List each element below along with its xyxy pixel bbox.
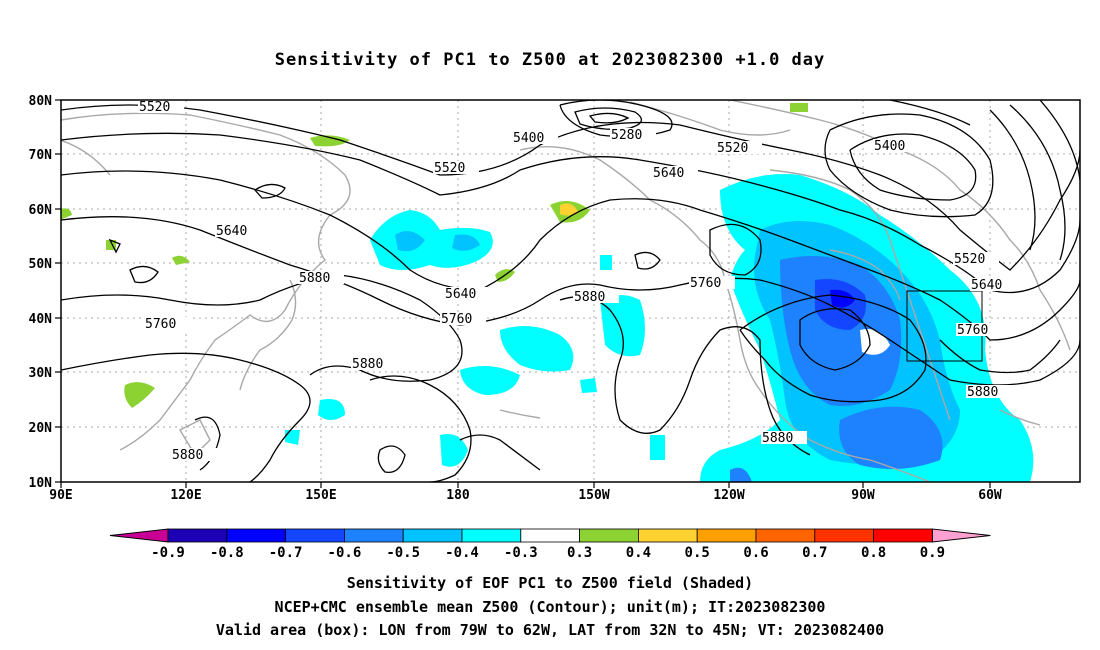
contour-label: 5280 <box>611 128 642 143</box>
colorbar-box <box>226 528 287 543</box>
lat-label: 70N <box>29 148 53 163</box>
colorbar-box <box>814 528 874 543</box>
colorbar-label: -0.6 <box>328 545 362 560</box>
contour-label: 5880 <box>762 431 793 446</box>
lat-label: 20N <box>29 421 53 436</box>
lon-label: 120W <box>713 488 744 503</box>
lon-label: 90E <box>49 488 72 503</box>
colorbar-triangle-high <box>931 528 991 543</box>
contour-label: 5520 <box>954 252 985 267</box>
colorbar-label: -0.9 <box>151 545 185 560</box>
plot-title: Sensitivity of PC1 to Z500 at 2023082300… <box>274 50 826 70</box>
lon-label: 180 <box>446 488 470 503</box>
contour-label: 5640 <box>653 166 684 181</box>
lat-label: 80N <box>29 94 53 109</box>
colorbar-box <box>755 528 816 543</box>
colorbar-label: 0.5 <box>685 545 710 560</box>
map-frame <box>60 99 1081 483</box>
colorbar-box <box>285 528 345 543</box>
axis-ticks <box>55 99 991 488</box>
lat-label: 60N <box>29 203 53 218</box>
contour-label: 5640 <box>216 224 247 239</box>
colorbar-label: -0.5 <box>386 545 420 560</box>
lat-label: 10N <box>29 476 53 491</box>
contour-label: 5880 <box>299 271 330 286</box>
colorbar-box <box>167 528 228 543</box>
contour-label: 5400 <box>874 139 905 154</box>
colorbar-label: 0.3 <box>567 545 592 560</box>
colorbar-box <box>461 528 522 543</box>
contour-label: 5760 <box>957 323 988 338</box>
contour-label: 5760 <box>145 317 176 332</box>
colorbar-label: 0.6 <box>743 545 768 560</box>
contour-label: 5640 <box>971 278 1002 293</box>
colorbar-label: 0.7 <box>802 545 827 560</box>
contour-label: 5520 <box>717 141 748 156</box>
colorbar-label: 0.4 <box>626 545 651 560</box>
contour-label: 5520 <box>434 161 465 176</box>
lon-label: 150W <box>578 488 609 503</box>
colorbar-box <box>579 528 639 543</box>
z500-contours <box>61 100 1080 482</box>
map-panel: 5520 5400 5280 5520 5520 5400 5640 5640 … <box>29 94 1081 560</box>
lat-label: 40N <box>29 312 53 327</box>
contour-label: 5520 <box>139 100 170 115</box>
contour-label: 5760 <box>690 276 721 291</box>
contour-label: 5880 <box>967 385 998 400</box>
caption-valid-area: Valid area (box): LON from 79W to 62W, L… <box>215 621 885 639</box>
contour-label: 5400 <box>513 131 544 146</box>
lon-label: 60W <box>978 488 1002 503</box>
colorbar-triangle-low <box>109 528 169 543</box>
latitude-labels: 80N 70N 60N 50N 40N 30N 20N 10N <box>29 94 53 491</box>
lon-label: 120E <box>170 488 201 503</box>
contour-labels: 5520 5400 5280 5520 5520 5400 5640 5640 … <box>138 100 1016 463</box>
lat-label: 30N <box>29 366 53 381</box>
colorbar-label: -0.8 <box>210 545 244 560</box>
sensitivity-shading <box>61 103 1034 482</box>
contour-label: 5640 <box>445 287 476 302</box>
colorbar-label: 0.9 <box>920 545 945 560</box>
contour-label: 5880 <box>574 290 605 305</box>
colorbar-box <box>873 528 933 543</box>
contour-label: 5880 <box>352 357 383 372</box>
coastlines <box>61 100 1071 482</box>
contour-label: 5760 <box>441 312 472 327</box>
colorbar-box <box>520 528 580 543</box>
colorbar-label: 0.8 <box>861 545 886 560</box>
colorbar-box <box>343 528 404 543</box>
caption-shading: Sensitivity of EOF PC1 to Z500 field (Sh… <box>346 574 754 592</box>
lat-label: 50N <box>29 257 53 272</box>
colorbar: -0.9 -0.8 -0.7 -0.6 -0.5 -0.4 -0.3 0.3 0.4 0.5 0.6… <box>109 528 991 560</box>
colorbar-label: -0.7 <box>269 545 303 560</box>
caption-contour: NCEP+CMC ensemble mean Z500 (Contour); u… <box>274 598 826 616</box>
colorbar-box <box>696 528 757 543</box>
colorbar-label: -0.3 <box>504 545 538 560</box>
lon-label: 90W <box>851 488 875 503</box>
contour-label: 5880 <box>172 448 203 463</box>
colorbar-box <box>402 528 463 543</box>
longitude-labels: 90E 120E 150E 180 150W 120W 90W 60W <box>49 488 1002 503</box>
colorbar-box <box>638 528 698 543</box>
colorbar-label: -0.4 <box>445 545 479 560</box>
lon-label: 150E <box>305 488 336 503</box>
